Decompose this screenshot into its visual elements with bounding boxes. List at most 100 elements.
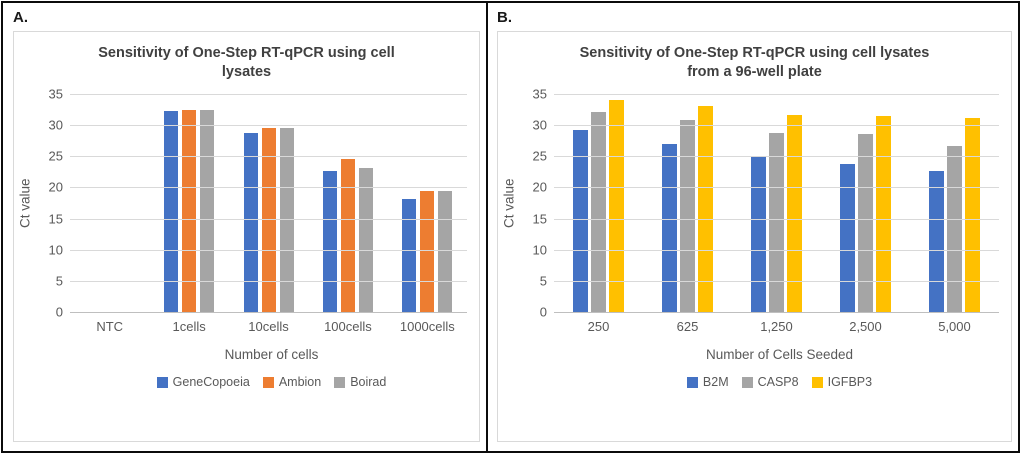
bar-igfbp3 — [787, 114, 802, 312]
y-tick-label: 5 — [55, 273, 63, 289]
x-axis-title: Number of Cells Seeded — [705, 347, 854, 362]
gridline — [70, 156, 467, 158]
gridline — [70, 125, 467, 127]
bar-group-10cells — [229, 94, 308, 312]
chart-a-title-line1: Sensitivity of One-Step RT-qPCR using ce… — [98, 45, 395, 61]
legend-swatch-icon — [262, 376, 274, 388]
y-tick-label: 25 — [532, 148, 547, 164]
y-tick-label: 35 — [532, 86, 547, 102]
bar-group-2,500 — [821, 94, 910, 312]
x-tick-label: 1,250 — [760, 319, 793, 334]
bar-genecopoeia — [164, 111, 179, 312]
y-tick-label: 30 — [48, 117, 63, 133]
x-tick-label: 5,000 — [938, 319, 971, 334]
bar-group-250 — [554, 94, 643, 312]
panel-b-label: B. — [497, 9, 512, 26]
panel-a-label: A. — [13, 9, 28, 26]
legend-swatch-icon — [156, 376, 168, 388]
gridline — [70, 218, 467, 220]
x-labels: 250 625 1,250 2,500 5,000 — [554, 319, 999, 334]
gridline — [554, 312, 999, 313]
legend-label: IGFBP3 — [827, 375, 873, 389]
gridline — [554, 187, 999, 189]
plot-area — [70, 94, 467, 313]
gridline — [554, 156, 999, 158]
chart-b-title: Sensitivity of One-Step RT-qPCR using ce… — [498, 44, 1011, 82]
bar-group-1cells — [149, 94, 228, 312]
legend-swatch-icon — [334, 376, 346, 388]
y-tick-label: 10 — [532, 242, 547, 258]
bar-casp8 — [591, 112, 606, 312]
legend: GeneCopoeia Ambion Boirad — [76, 375, 467, 389]
bar-boirad — [279, 128, 294, 312]
bar-ambion — [340, 159, 355, 312]
gridline — [70, 312, 467, 313]
legend-label: Boirad — [350, 375, 387, 389]
chart-b-body: Ct value 0 5 10 15 20 25 30 35 — [498, 87, 1011, 320]
bar-group-100cells — [308, 94, 387, 312]
bar-b2m — [573, 129, 588, 312]
y-tick-label: 15 — [532, 211, 547, 227]
bar-casp8 — [680, 119, 695, 312]
bars-layer — [70, 94, 467, 312]
y-tick-label: 15 — [48, 211, 63, 227]
chart-b: Sensitivity of One-Step RT-qPCR using ce… — [497, 31, 1012, 442]
bar-boirad — [438, 190, 453, 312]
chart-a-body: Ct value 0 5 10 15 20 25 30 35 — [14, 87, 479, 320]
chart-a-title-line2: lysates — [221, 64, 272, 80]
gridline — [70, 94, 467, 95]
legend-item-genecopoeia: GeneCopoeia — [156, 375, 250, 389]
bar-genecopoeia — [243, 132, 258, 312]
gridline — [554, 125, 999, 127]
bar-ambion — [420, 190, 435, 312]
y-tick-label: 25 — [48, 148, 63, 164]
legend-label: Ambion — [278, 375, 322, 389]
y-tick-label: 5 — [539, 273, 547, 289]
x-tick-label: 1cells — [172, 319, 206, 334]
legend-swatch-icon — [741, 376, 753, 388]
legend-label: B2M — [702, 375, 729, 389]
bar-boirad — [358, 167, 373, 312]
bar-igfbp3 — [965, 117, 980, 312]
chart-b-title-line1: Sensitivity of One-Step RT-qPCR using ce… — [579, 45, 930, 61]
legend-item-b2m: B2M — [686, 375, 729, 389]
plot-area — [554, 94, 999, 313]
bar-ambion — [182, 109, 197, 312]
legend: B2M CASP8 IGFBP3 — [560, 375, 999, 389]
legend-item-igfbp3: IGFBP3 — [811, 375, 873, 389]
gridline — [554, 218, 999, 220]
bar-casp8 — [769, 132, 784, 312]
panel-b: B. Sensitivity of One-Step RT-qPCR using… — [488, 3, 1018, 451]
gridline — [70, 280, 467, 282]
bar-ambion — [261, 127, 276, 312]
y-tick-labels: 0 5 10 15 20 25 30 35 — [520, 87, 554, 320]
panel-a: A. Sensitivity of One-Step RT-qPCR using… — [3, 3, 488, 451]
bar-igfbp3 — [876, 115, 891, 312]
bar-casp8 — [947, 145, 962, 312]
x-tick-label: 100cells — [324, 319, 372, 334]
y-tick-label: 20 — [532, 179, 547, 195]
legend-item-ambion: Ambion — [262, 375, 322, 389]
y-tick-label: 30 — [532, 117, 547, 133]
y-axis-title: Ct value — [17, 178, 33, 228]
y-tick-label: 0 — [539, 304, 547, 320]
legend-item-casp8: CASP8 — [741, 375, 799, 389]
gridline — [554, 249, 999, 251]
bar-b2m — [662, 144, 677, 312]
bar-b2m — [929, 171, 944, 312]
bar-group-625 — [643, 94, 732, 312]
x-tick-label: 10cells — [248, 319, 289, 334]
y-tick-label: 20 — [48, 179, 63, 195]
bar-group-1,250 — [732, 94, 821, 312]
chart-a-title: Sensitivity of One-Step RT-qPCR using ce… — [14, 44, 479, 82]
bar-group-5,000 — [910, 94, 999, 312]
bar-igfbp3 — [609, 100, 624, 312]
chart-b-title-line2: from a 96-well plate — [687, 64, 822, 80]
y-tick-label: 0 — [55, 304, 63, 320]
gridline — [554, 280, 999, 282]
x-tick-label: 2,500 — [849, 319, 882, 334]
bar-genecopoeia — [322, 170, 337, 312]
x-tick-label: 250 — [587, 319, 610, 334]
chart-a: Sensitivity of One-Step RT-qPCR using ce… — [13, 31, 480, 442]
